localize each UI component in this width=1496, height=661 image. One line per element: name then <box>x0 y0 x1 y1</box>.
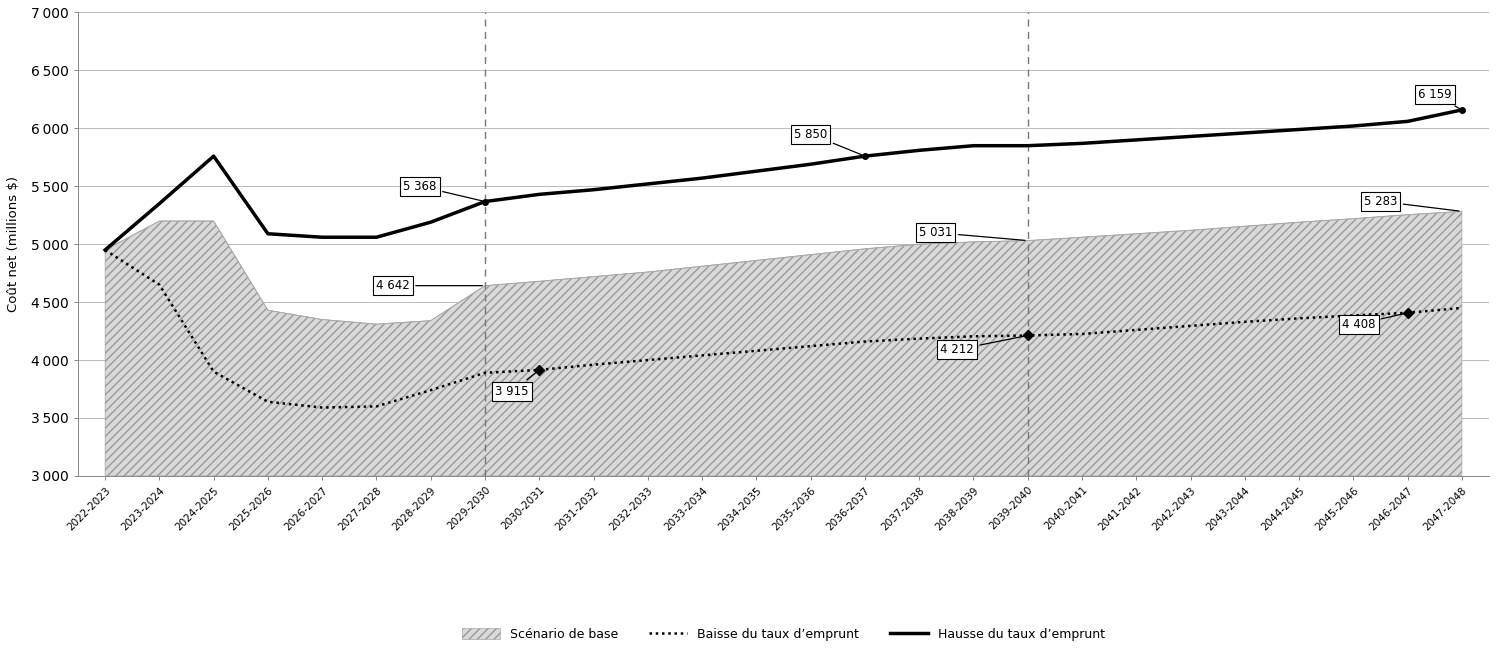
Hausse du taux d’emprunt <box>422 218 440 226</box>
Baisse du taux d’emprunt <box>693 352 711 360</box>
Baisse du taux d’emprunt <box>368 403 386 410</box>
Baisse du taux d’emprunt <box>1073 330 1091 338</box>
Baisse du taux d’emprunt <box>476 369 494 377</box>
Text: 5 368: 5 368 <box>404 180 482 201</box>
Hausse du taux d’emprunt <box>1399 118 1417 126</box>
Baisse du taux d’emprunt <box>1236 318 1254 326</box>
Hausse du taux d’emprunt <box>1128 136 1146 144</box>
Baisse du taux d’emprunt <box>313 404 331 412</box>
Baisse du taux d’emprunt <box>1290 315 1308 323</box>
Text: 5 850: 5 850 <box>794 128 862 155</box>
Text: 3 915: 3 915 <box>495 371 537 398</box>
Text: 4 212: 4 212 <box>941 336 1025 356</box>
Baisse du taux d’emprunt <box>151 281 169 289</box>
Text: 5 283: 5 283 <box>1364 195 1459 211</box>
Text: 6 159: 6 159 <box>1418 88 1460 108</box>
Baisse du taux d’emprunt <box>1399 309 1417 317</box>
Hausse du taux d’emprunt <box>476 198 494 206</box>
Baisse du taux d’emprunt <box>910 334 928 342</box>
Y-axis label: Coût net (millions $): Coût net (millions $) <box>7 176 19 312</box>
Hausse du taux d’emprunt <box>1019 141 1037 149</box>
Hausse du taux d’emprunt <box>1345 122 1363 130</box>
Hausse du taux d’emprunt <box>205 152 223 160</box>
Hausse du taux d’emprunt <box>1182 132 1200 140</box>
Hausse du taux d’emprunt <box>965 141 983 149</box>
Text: 4 642: 4 642 <box>375 279 482 292</box>
Hausse du taux d’emprunt <box>748 167 766 175</box>
Text: 4 408: 4 408 <box>1342 313 1405 330</box>
Hausse du taux d’emprunt <box>802 160 820 168</box>
Hausse du taux d’emprunt <box>1453 106 1471 114</box>
Baisse du taux d’emprunt <box>259 398 277 406</box>
Hausse du taux d’emprunt <box>910 146 928 154</box>
Hausse du taux d’emprunt <box>1073 139 1091 147</box>
Baisse du taux d’emprunt <box>1345 311 1363 319</box>
Baisse du taux d’emprunt <box>530 366 548 374</box>
Hausse du taux d’emprunt <box>693 174 711 182</box>
Baisse du taux d’emprunt <box>205 368 223 375</box>
Hausse du taux d’emprunt <box>259 230 277 238</box>
Baisse du taux d’emprunt <box>1453 304 1471 312</box>
Baisse du taux d’emprunt <box>1182 322 1200 330</box>
Baisse du taux d’emprunt <box>748 347 766 355</box>
Baisse du taux d’emprunt <box>1128 326 1146 334</box>
Baisse du taux d’emprunt <box>965 332 983 340</box>
Baisse du taux d’emprunt <box>856 338 874 346</box>
Text: 5 031: 5 031 <box>919 226 1025 241</box>
Hausse du taux d’emprunt <box>1236 129 1254 137</box>
Baisse du taux d’emprunt <box>802 342 820 350</box>
Hausse du taux d’emprunt <box>96 246 114 254</box>
Hausse du taux d’emprunt <box>313 233 331 241</box>
Baisse du taux d’emprunt <box>422 386 440 394</box>
Hausse du taux d’emprunt <box>639 180 657 188</box>
Hausse du taux d’emprunt <box>856 152 874 160</box>
Baisse du taux d’emprunt <box>96 246 114 254</box>
Baisse du taux d’emprunt <box>1019 332 1037 340</box>
Legend: Scénario de base, Baisse du taux d’emprunt, Hausse du taux d’emprunt: Scénario de base, Baisse du taux d’empru… <box>458 623 1110 646</box>
Baisse du taux d’emprunt <box>585 361 603 369</box>
Hausse du taux d’emprunt <box>1290 126 1308 134</box>
Baisse du taux d’emprunt <box>639 356 657 364</box>
Hausse du taux d’emprunt <box>368 233 386 241</box>
Hausse du taux d’emprunt <box>151 200 169 208</box>
Hausse du taux d’emprunt <box>530 190 548 198</box>
Line: Hausse du taux d’emprunt: Hausse du taux d’emprunt <box>105 110 1462 250</box>
Hausse du taux d’emprunt <box>585 186 603 194</box>
Line: Baisse du taux d’emprunt: Baisse du taux d’emprunt <box>105 250 1462 408</box>
